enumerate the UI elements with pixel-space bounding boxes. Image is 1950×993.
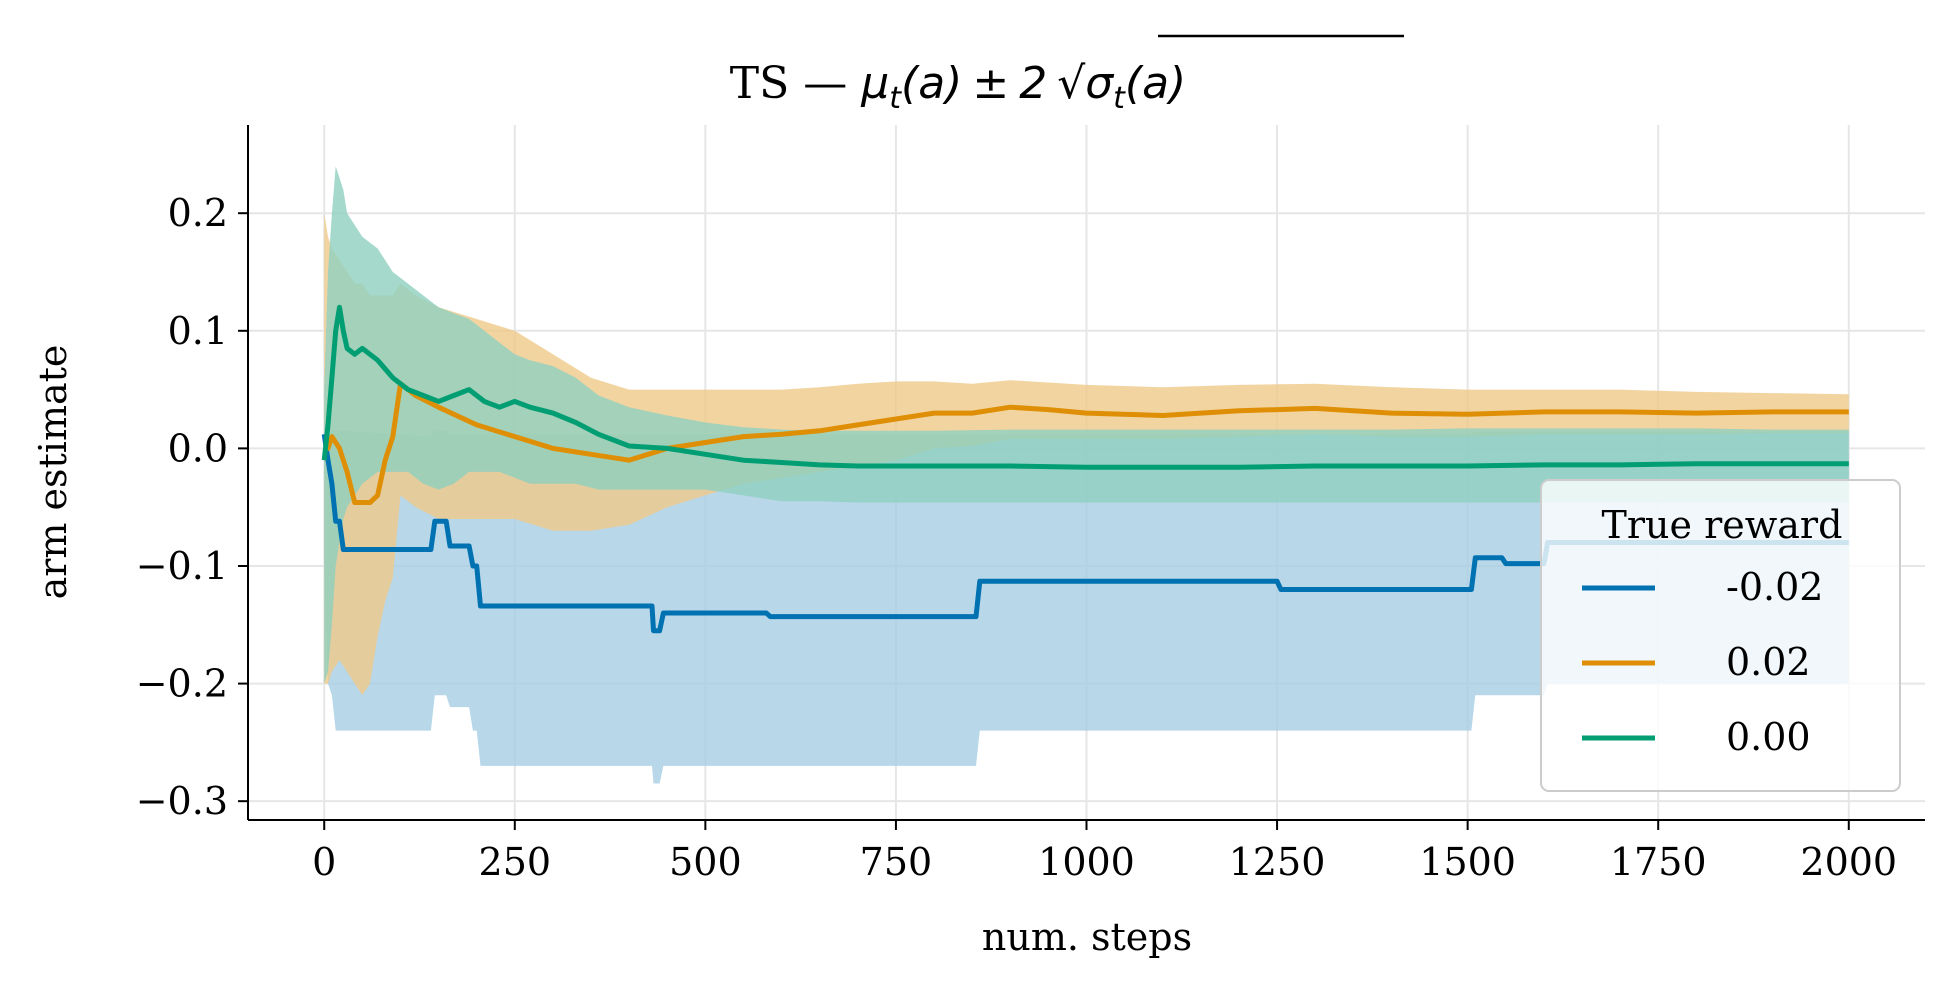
title-sub-t: t xyxy=(889,81,902,116)
line-series-2 xyxy=(321,304,1849,470)
x-axis-label: num. steps xyxy=(982,915,1192,959)
title-sub-t2: t xyxy=(1113,81,1126,116)
chart-title: TS — μt(a) ±2 √σt(a) xyxy=(730,58,1186,116)
confidence-bands xyxy=(324,166,1849,784)
y-tick-label: 0.0 xyxy=(168,426,228,470)
line-series-0 xyxy=(321,433,1849,634)
title-mu: μ xyxy=(860,58,889,109)
title-sqrt: √ xyxy=(1057,58,1086,109)
band-series-2 xyxy=(324,166,1849,684)
series-lines xyxy=(321,304,1849,634)
legend: True reward -0.02 0.02 0.00 xyxy=(1540,479,1901,792)
legend-items: -0.02 0.02 0.00 xyxy=(1582,565,1823,759)
x-tick-label: 1500 xyxy=(1419,840,1516,884)
legend-label: 0.00 xyxy=(1726,715,1811,759)
title-pm: ± xyxy=(972,58,1009,109)
x-ticks: 0 250 500 750 1000 1250 1500 1750 2000 xyxy=(312,820,1897,884)
legend-box xyxy=(1540,479,1901,792)
title-arg2: (a) xyxy=(1125,58,1186,109)
y-axis-label: arm estimate xyxy=(31,345,75,600)
y-ticks: 0.2 0.1 0.0 −0.1 −0.2 −0.3 xyxy=(136,191,248,823)
x-tick-label: 500 xyxy=(669,840,742,884)
title-sigma: σ xyxy=(1085,58,1114,109)
legend-label: 0.02 xyxy=(1726,640,1811,684)
x-tick-label: 250 xyxy=(479,840,552,884)
x-tick-label: 1750 xyxy=(1610,840,1707,884)
y-tick-label: −0.3 xyxy=(136,779,228,823)
y-tick-label: 0.1 xyxy=(168,309,228,353)
x-tick-label: 1250 xyxy=(1229,840,1326,884)
x-tick-label: 2000 xyxy=(1800,840,1897,884)
title-arg: (a) xyxy=(901,58,962,109)
y-tick-label: −0.2 xyxy=(136,662,228,706)
x-tick-label: 0 xyxy=(312,840,336,884)
legend-title: True reward xyxy=(1602,503,1843,547)
band-series-0 xyxy=(324,424,1849,784)
x-tick-label: 750 xyxy=(860,840,933,884)
x-tick-label: 1000 xyxy=(1038,840,1135,884)
chart-title-prefix: TS — xyxy=(730,58,861,109)
legend-label: -0.02 xyxy=(1726,565,1823,609)
y-tick-label: 0.2 xyxy=(168,191,228,235)
line-series-1 xyxy=(324,381,1849,505)
title-two: 2 xyxy=(1019,58,1047,109)
y-tick-label: −0.1 xyxy=(136,544,228,588)
